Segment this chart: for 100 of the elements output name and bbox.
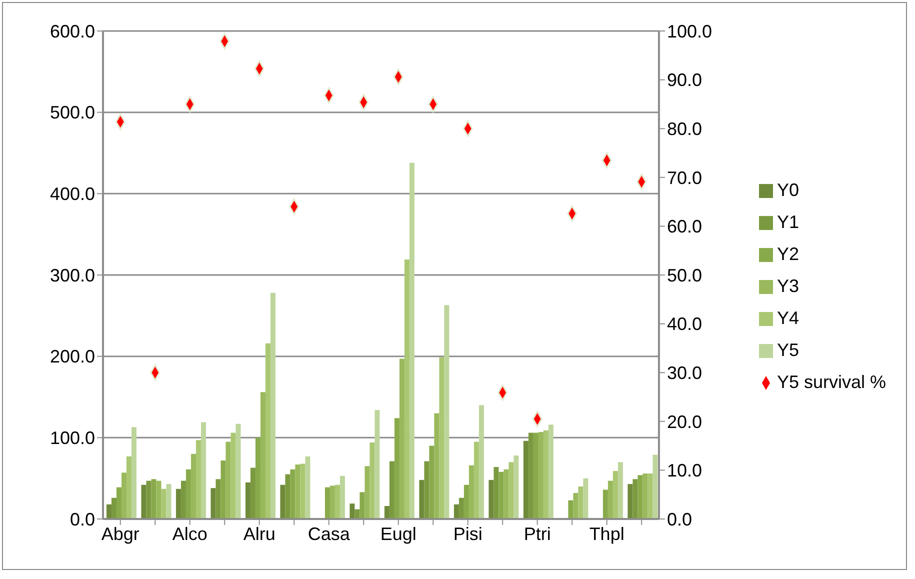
bar: [548, 424, 554, 519]
bar: [404, 260, 410, 519]
bar: [434, 413, 440, 519]
bar: [280, 484, 286, 519]
y-tick-label: 200.0: [50, 346, 95, 367]
legend-label: Y5 survival %: [776, 372, 886, 392]
y2-tick-label: 20.0: [666, 412, 702, 432]
bar: [334, 484, 340, 519]
bar: [360, 492, 365, 519]
bar: [628, 484, 633, 519]
x-tick-label: Ptri: [524, 524, 551, 544]
bar: [389, 461, 394, 519]
bar: [290, 469, 296, 519]
bar: [250, 468, 256, 519]
bar: [488, 480, 494, 519]
bar: [468, 465, 474, 519]
bar: [364, 466, 370, 519]
bar: [354, 509, 360, 519]
bar: [538, 432, 544, 519]
legend-label: Y4: [776, 308, 799, 328]
bar: [350, 504, 355, 519]
bar: [508, 462, 514, 519]
bar: [478, 405, 484, 519]
bar: [295, 464, 300, 519]
bar: [568, 500, 574, 519]
bar: [498, 472, 504, 519]
bar: [330, 486, 335, 519]
legend-label: Y1: [776, 212, 799, 232]
bar: [226, 442, 231, 519]
x-tick-label: Alco: [172, 524, 208, 544]
bar: [543, 430, 548, 519]
bar: [324, 487, 330, 519]
bar: [514, 456, 519, 519]
bar: [131, 427, 136, 519]
bar: [602, 490, 608, 519]
bar: [210, 488, 216, 519]
x-tick-label: Eugl: [380, 524, 416, 544]
y-tick-label: 600.0: [50, 21, 95, 42]
y2-tick-label: 30.0: [666, 362, 702, 383]
bar: [464, 484, 469, 519]
bar: [190, 454, 196, 519]
bar: [444, 305, 450, 519]
bar: [255, 438, 260, 519]
bar: [126, 456, 132, 519]
bar: [260, 392, 266, 519]
bar: [638, 475, 643, 519]
y-tick-label: 0.0: [70, 509, 95, 530]
bar: [176, 488, 181, 519]
bar: [370, 442, 375, 519]
y2-tick-label: 60.0: [666, 216, 702, 237]
bar: [151, 479, 156, 519]
bar: [236, 424, 241, 519]
bar: [196, 440, 201, 519]
legend-label: Y2: [776, 244, 799, 264]
bar: [106, 504, 112, 519]
bar: [618, 462, 623, 519]
y-tick-label: 500.0: [50, 102, 95, 123]
bar: [166, 484, 172, 519]
bar: [642, 473, 648, 519]
bar: [608, 480, 613, 519]
bar: [474, 442, 479, 519]
bar: [220, 460, 226, 519]
bar: [504, 469, 509, 519]
y-tick-label: 400.0: [50, 184, 95, 204]
bar: [374, 410, 380, 519]
bar: [632, 479, 638, 519]
bar: [216, 479, 221, 519]
y2-tick-label: 10.0: [666, 460, 702, 481]
y2-tick-label: 70.0: [666, 168, 702, 188]
bar: [270, 292, 276, 519]
x-tick-label: Abgr: [101, 524, 140, 544]
bar: [612, 471, 618, 519]
bar: [578, 486, 584, 519]
bar: [116, 487, 122, 519]
bar: [523, 440, 528, 519]
y-tick-label: 300.0: [50, 265, 95, 286]
bar: [245, 482, 250, 519]
bar: [230, 432, 236, 519]
bar: [156, 480, 162, 519]
y2-tick-label: 80.0: [666, 118, 702, 139]
bar: [424, 461, 430, 519]
legend-label: Y3: [776, 276, 799, 296]
bar: [111, 498, 116, 519]
bar: [652, 454, 658, 519]
y2-tick-label: 40.0: [666, 314, 702, 334]
bar: [161, 488, 166, 519]
bar: [340, 476, 345, 519]
bar: [419, 480, 424, 519]
bar: [528, 432, 534, 519]
y2-tick-label: 0.0: [666, 509, 692, 530]
bar: [384, 506, 390, 519]
legend-label: Y0: [776, 180, 799, 200]
bar: [180, 480, 186, 519]
bar: [394, 418, 400, 519]
bar: [409, 162, 414, 519]
x-tick-label: Casa: [308, 524, 351, 544]
x-tick-label: Thpl: [589, 524, 624, 544]
bar: [141, 484, 146, 519]
bar: [533, 432, 538, 519]
x-tick-label: Pisi: [453, 524, 482, 544]
